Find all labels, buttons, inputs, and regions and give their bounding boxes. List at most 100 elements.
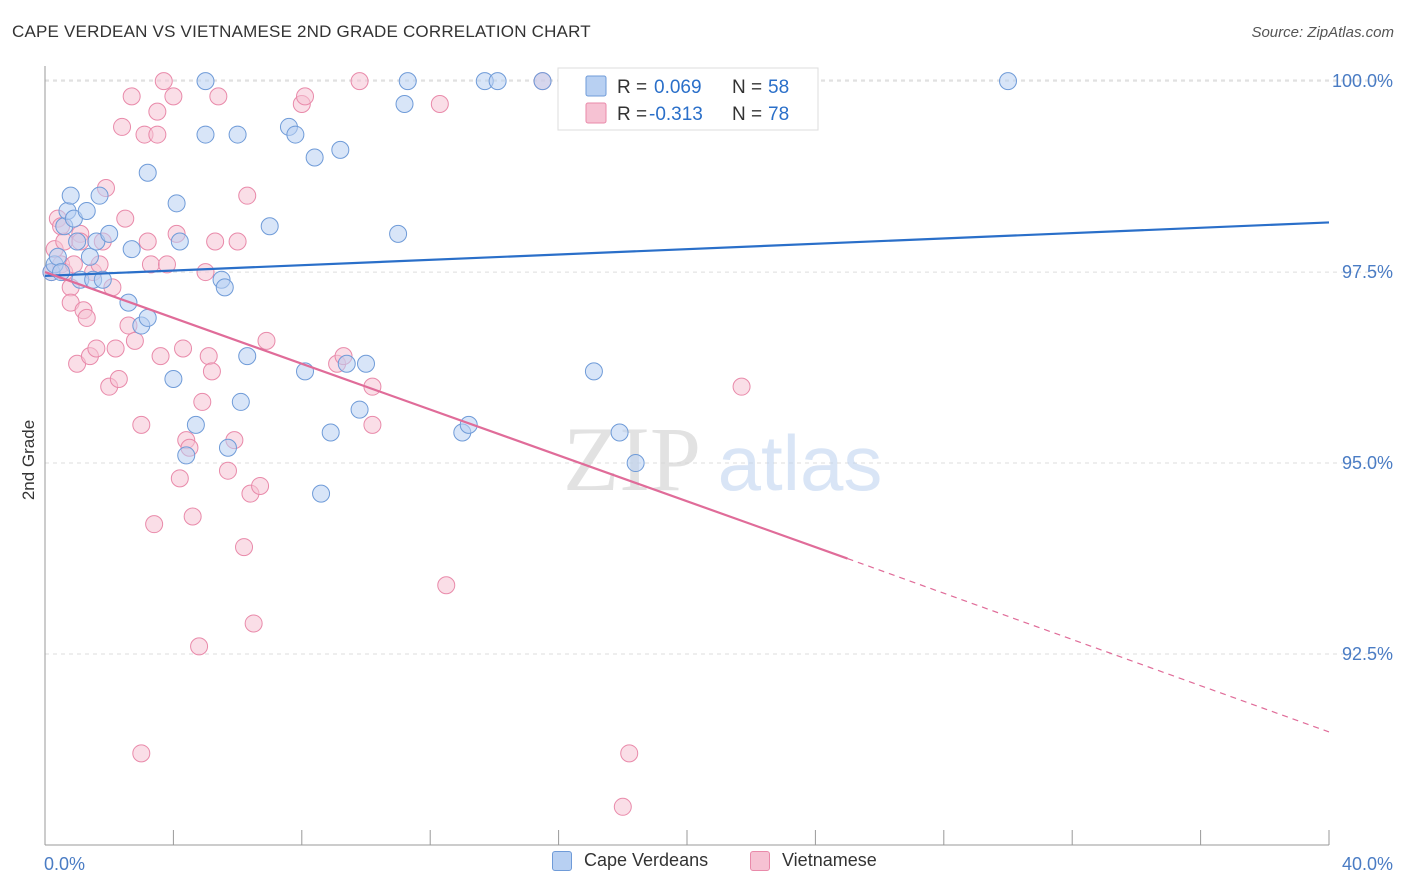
point-blue-25 xyxy=(170,232,189,251)
point-pink-71 xyxy=(613,797,632,816)
point-pink-33 xyxy=(148,102,167,121)
point-blue-11 xyxy=(80,247,99,266)
point-blue-48 xyxy=(395,95,414,114)
legend-item-vietnamese: Vietnamese xyxy=(750,850,877,871)
point-blue-33 xyxy=(231,392,250,411)
y-tick-label-1: 95.0% xyxy=(1342,453,1393,473)
watermark-atlas: atlas xyxy=(718,419,883,507)
point-pink-64 xyxy=(350,72,369,91)
stats-legend: R = 0.069 N = 58 R = -0.313 N = 78 xyxy=(557,67,819,131)
point-pink-48 xyxy=(202,362,221,381)
trend-line-blue xyxy=(44,221,1330,277)
watermark: ZIP atlas xyxy=(563,408,882,510)
point-pink-43 xyxy=(183,507,202,526)
legend-r-label-pink: R = xyxy=(617,104,647,125)
y-axis-label: 2nd Grade xyxy=(19,420,38,500)
point-pink-28 xyxy=(132,744,151,763)
point-blue-23 xyxy=(177,446,196,465)
legend-swatch-blue xyxy=(585,75,607,97)
point-blue-17 xyxy=(122,240,141,259)
point-pink-22 xyxy=(113,117,132,136)
point-blue-41 xyxy=(321,423,340,442)
point-pink-12 xyxy=(77,308,96,327)
point-blue-44 xyxy=(350,400,369,419)
point-blue-43 xyxy=(337,354,356,373)
point-blue-21 xyxy=(138,163,157,182)
point-blue-56 xyxy=(626,454,645,473)
point-pink-46 xyxy=(196,263,215,282)
point-blue-16 xyxy=(100,224,119,243)
point-pink-50 xyxy=(209,87,228,106)
point-blue-7 xyxy=(61,186,80,205)
point-pink-45 xyxy=(193,392,212,411)
point-pink-49 xyxy=(206,232,225,251)
point-pink-59 xyxy=(257,331,276,350)
point-blue-31 xyxy=(215,278,234,297)
tick-labels: 92.5% 95.0% 97.5% 100.0% 0.0% 40.0% xyxy=(44,71,1393,874)
point-blue-40 xyxy=(305,148,324,167)
legend-r-label-blue: R = xyxy=(617,77,647,98)
point-blue-53 xyxy=(533,72,552,91)
point-pink-51 xyxy=(218,461,237,480)
point-blue-8 xyxy=(68,232,87,251)
point-pink-30 xyxy=(138,232,157,251)
point-pink-65 xyxy=(363,415,382,434)
point-pink-32 xyxy=(148,125,167,144)
legend-r-value-blue: 0.069 xyxy=(654,77,702,98)
point-pink-44 xyxy=(190,637,209,656)
point-blue-27 xyxy=(196,125,215,144)
point-pink-57 xyxy=(244,614,263,633)
point-pink-26 xyxy=(125,331,144,350)
point-pink-77 xyxy=(145,515,164,534)
legend-r-value-pink: -0.313 xyxy=(649,104,703,125)
point-blue-45 xyxy=(357,354,375,373)
point-pink-36 xyxy=(157,255,176,274)
point-blue-37 xyxy=(286,125,305,144)
point-blue-28 xyxy=(196,72,215,91)
point-blue-32 xyxy=(218,438,237,457)
x-tick-label-0: 0.0% xyxy=(44,854,85,874)
point-blue-26 xyxy=(167,194,186,213)
point-blue-15 xyxy=(93,270,112,289)
point-pink-61 xyxy=(296,87,315,106)
y-tick-label-2: 97.5% xyxy=(1342,262,1393,282)
point-pink-54 xyxy=(235,538,254,557)
point-pink-53 xyxy=(228,232,247,251)
point-pink-39 xyxy=(170,469,189,488)
legend-swatch-pink xyxy=(585,102,607,124)
point-pink-35 xyxy=(154,72,173,91)
point-blue-34 xyxy=(238,347,257,366)
point-blue-46 xyxy=(389,224,408,243)
point-pink-55 xyxy=(238,186,257,205)
point-pink-72 xyxy=(620,744,639,763)
point-blue-35 xyxy=(260,217,279,236)
point-pink-76 xyxy=(109,370,128,389)
legend-n-label-pink: N = xyxy=(732,104,762,125)
point-pink-37 xyxy=(164,87,183,106)
point-pink-67 xyxy=(430,95,449,114)
legend-swatch-vietnamese xyxy=(750,850,770,871)
legend-swatch-cape-verdeans xyxy=(552,850,572,871)
point-blue-14 xyxy=(90,186,109,205)
series-cape-verdeans xyxy=(42,72,1017,503)
point-blue-50 xyxy=(459,415,478,434)
point-pink-40 xyxy=(174,339,193,358)
point-blue-57 xyxy=(999,72,1017,91)
trend-line-pink xyxy=(44,271,848,560)
point-pink-68 xyxy=(437,576,456,595)
legend-item-cape-verdeans: Cape Verdeans xyxy=(552,850,708,871)
legend-n-value-blue: 58 xyxy=(768,77,789,98)
point-pink-21 xyxy=(106,339,125,358)
axes xyxy=(44,66,1330,846)
x-tick-label-1: 40.0% xyxy=(1342,854,1393,874)
point-pink-34 xyxy=(151,347,170,366)
chart-title: CAPE VERDEAN VS VIETNAMESE 2ND GRADE COR… xyxy=(12,22,591,41)
point-pink-15 xyxy=(87,339,106,358)
y-tick-label-3: 100.0% xyxy=(1332,71,1393,91)
bottom-legend: Cape Verdeans Vietnamese xyxy=(0,850,1406,880)
legend-n-value-pink: 78 xyxy=(768,104,789,125)
legend-label-vietnamese: Vietnamese xyxy=(782,850,877,870)
point-blue-24 xyxy=(186,415,205,434)
point-pink-73 xyxy=(732,377,751,396)
